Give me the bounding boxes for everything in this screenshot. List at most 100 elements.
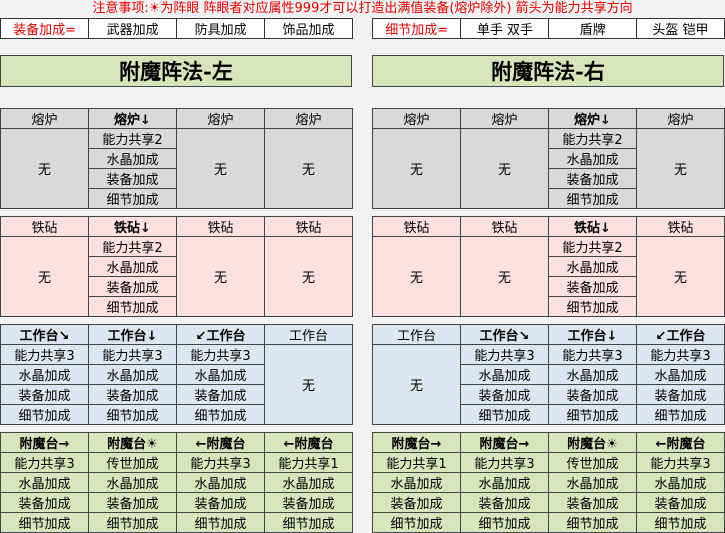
left-workbench-block: 工作台↘ 工作台↓ ↙工作台 工作台 能力共享3 能力共享3 能力共享3 无水晶加成 水晶加成水… bbox=[0, 324, 353, 425]
workbench-header: ↙工作台 bbox=[636, 324, 725, 345]
anvil-header: 铁砧↓ bbox=[88, 216, 177, 237]
empty-slot-cell: 无 bbox=[264, 128, 353, 209]
bonus-cell: 装备加成 bbox=[88, 276, 177, 297]
bonus-cell: 能力共享2 bbox=[548, 236, 637, 257]
bonus-cell: 能力共享2 bbox=[88, 236, 177, 257]
bonus-cell: 水晶加成 bbox=[88, 148, 177, 169]
bonus-cell: 能力共享1 bbox=[372, 452, 461, 473]
bonus-cell: 水晶加成 bbox=[0, 472, 89, 493]
bonus-cell: 细节加成 bbox=[0, 404, 89, 425]
bonus-cell: 细节加成 bbox=[548, 188, 637, 209]
empty-slot-cell: 无 bbox=[460, 236, 549, 317]
legend-detail-bonus: 细节加成= 单手 双手 盾牌 头盔 铠甲 bbox=[371, 18, 725, 39]
bonus-cell: 水晶加成 bbox=[636, 364, 725, 385]
bonus-cell: 装备加成 bbox=[176, 384, 265, 405]
bonus-cell: 细节加成 bbox=[548, 404, 637, 425]
legend-item: 单手 双手 bbox=[460, 18, 550, 39]
empty-slot-cell: 无 bbox=[372, 236, 461, 317]
empty-slot-cell: 无 bbox=[372, 128, 461, 209]
forge-header: 熔炉 bbox=[372, 108, 461, 129]
bonus-cell: 水晶加成 bbox=[88, 256, 177, 277]
empty-slot-cell: 无 bbox=[176, 236, 265, 317]
right-workbench-block: 工作台 工作台↘ 工作台↓ ↙工作台无能力共享3 能力共享3 能力共享3 水晶加成 水晶加成水… bbox=[372, 324, 725, 425]
bonus-cell: 水晶加成 bbox=[460, 364, 549, 385]
anvil-header: 铁砧 bbox=[460, 216, 549, 237]
bonus-cell: 装备加成 bbox=[548, 168, 637, 189]
bonus-cell: 装备加成 bbox=[88, 168, 177, 189]
bonus-cell: 细节加成 bbox=[88, 404, 177, 425]
anvil-header: 铁砧↓ bbox=[548, 216, 637, 237]
bonus-cell: 装备加成 bbox=[264, 492, 353, 513]
bonus-cell: 能力共享3 bbox=[0, 344, 89, 365]
forge-header: 熔炉↓ bbox=[548, 108, 637, 129]
workbench-header: 工作台↘ bbox=[0, 324, 89, 345]
forge-header: 熔炉 bbox=[460, 108, 549, 129]
bonus-cell: 细节加成 bbox=[88, 296, 177, 317]
bonus-cell: 装备加成 bbox=[636, 384, 725, 405]
bonus-cell: 水晶加成 bbox=[460, 472, 549, 493]
right-enchant-block: 附魔台→ 附魔台→ 附魔台☀ ←附魔台 能力共享1 能力共享3 传世加成 能力共享3 水晶加成水… bbox=[372, 432, 725, 533]
legend-item: 防具加成 bbox=[176, 18, 266, 39]
legend-item: 头盔 铠甲 bbox=[635, 18, 725, 39]
empty-slot-cell: 无 bbox=[176, 128, 265, 209]
legend-item: 武器加成 bbox=[88, 18, 178, 39]
legend-equipment-bonus: 装备加成= 武器加成 防具加成 饰品加成 bbox=[0, 18, 353, 39]
bonus-cell: 装备加成 bbox=[636, 492, 725, 513]
bonus-cell: 装备加成 bbox=[548, 276, 637, 297]
bonus-cell: 水晶加成 bbox=[264, 472, 353, 493]
enchant-header: 附魔台☀ bbox=[548, 432, 637, 453]
bonus-cell: 能力共享3 bbox=[176, 452, 265, 473]
workbench-header: 工作台↘ bbox=[460, 324, 549, 345]
forge-header: 熔炉 bbox=[264, 108, 353, 129]
anvil-header: 铁砧 bbox=[176, 216, 265, 237]
bonus-cell: 水晶加成 bbox=[88, 364, 177, 385]
bonus-cell: 能力共享3 bbox=[88, 344, 177, 365]
workbench-header: ↙工作台 bbox=[176, 324, 265, 345]
left-anvil-block: 铁砧 铁砧↓ 铁砧 铁砧无能力共享2 无无水晶加成 装备加成 细节加成 bbox=[0, 216, 353, 317]
bonus-cell: 能力共享3 bbox=[460, 344, 549, 365]
bonus-cell: 装备加成 bbox=[0, 384, 89, 405]
enchant-header: 附魔台→ bbox=[460, 432, 549, 453]
bonus-cell: 细节加成 bbox=[460, 404, 549, 425]
bonus-cell: 能力共享3 bbox=[0, 452, 89, 473]
bonus-cell: 水晶加成 bbox=[636, 472, 725, 493]
forge-header: 熔炉↓ bbox=[88, 108, 177, 129]
bonus-cell: 装备加成 bbox=[460, 492, 549, 513]
bonus-cell: 能力共享2 bbox=[88, 128, 177, 149]
bonus-cell: 装备加成 bbox=[88, 492, 177, 513]
bonus-cell: 装备加成 bbox=[460, 384, 549, 405]
title-left: 附魔阵法-左 bbox=[0, 55, 352, 87]
bonus-cell: 能力共享3 bbox=[176, 344, 265, 365]
bonus-cell: 能力共享2 bbox=[548, 128, 637, 149]
bonus-cell: 能力共享1 bbox=[264, 452, 353, 473]
empty-slot-cell: 无 bbox=[460, 128, 549, 209]
bonus-cell: 能力共享3 bbox=[460, 452, 549, 473]
bonus-cell: 水晶加成 bbox=[548, 256, 637, 277]
right-forge-block: 熔炉 熔炉 熔炉↓ 熔炉无无能力共享2 无水晶加成 装备加成 细节加成 bbox=[372, 108, 725, 209]
bonus-cell: 细节加成 bbox=[88, 188, 177, 209]
forge-header: 熔炉 bbox=[636, 108, 725, 129]
bonus-cell: 能力共享3 bbox=[636, 452, 725, 473]
enchant-header: 附魔台→ bbox=[372, 432, 461, 453]
workbench-header: 工作台↓ bbox=[548, 324, 637, 345]
title-right: 附魔阵法-右 bbox=[372, 55, 724, 87]
notice-banner: 注意事项:☀为阵眼 阵眼者对应属性999才可以打造出满值装备(熔炉除外) 箭头为… bbox=[92, 1, 633, 16]
bonus-cell: 水晶加成 bbox=[176, 472, 265, 493]
left-enchant-block: 附魔台→ 附魔台☀ ←附魔台 ←附魔台 能力共享3 传世加成 能力共享3 能力共享1 水晶加成水… bbox=[0, 432, 353, 533]
anvil-header: 铁砧 bbox=[636, 216, 725, 237]
bonus-cell: 装备加成 bbox=[88, 384, 177, 405]
bonus-cell: 细节加成 bbox=[548, 296, 637, 317]
bonus-cell: 能力共享3 bbox=[636, 344, 725, 365]
bonus-cell: 装备加成 bbox=[548, 384, 637, 405]
forge-header: 熔炉 bbox=[0, 108, 89, 129]
enchant-header: 附魔台☀ bbox=[88, 432, 177, 453]
bonus-cell: 水晶加成 bbox=[0, 364, 89, 385]
bonus-cell: 水晶加成 bbox=[548, 148, 637, 169]
bonus-cell: 装备加成 bbox=[372, 492, 461, 513]
workbench-header: 工作台 bbox=[264, 324, 353, 345]
bonus-cell: 水晶加成 bbox=[548, 364, 637, 385]
empty-slot-cell: 无 bbox=[264, 344, 353, 425]
bonus-cell: 传世加成 bbox=[548, 452, 637, 473]
bonus-cell: 水晶加成 bbox=[176, 364, 265, 385]
empty-slot-cell: 无 bbox=[372, 344, 461, 425]
